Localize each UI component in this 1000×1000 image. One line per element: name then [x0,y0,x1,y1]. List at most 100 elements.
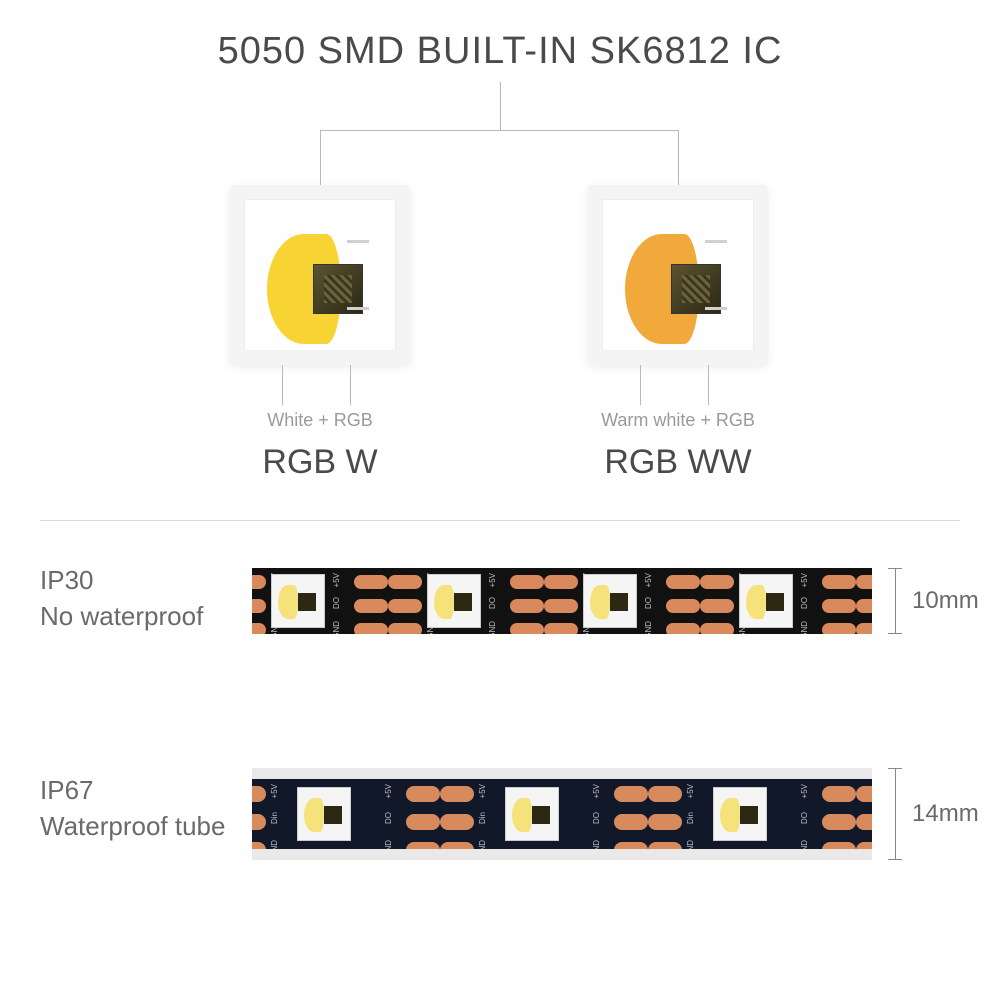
solder-pad [406,842,440,858]
pin-label: +5V [384,784,393,798]
pin-label: Din [686,812,695,824]
solder-pad [822,623,856,634]
solder-pad [252,842,266,858]
smd-led [583,574,637,628]
solder-pad [406,814,440,830]
solder-pad [440,786,474,802]
led-strip-ip67: +5V Din GND +5V DO GND +5V Din GND +5V DO GND +5V Din… [252,768,872,860]
strip-label-ip30: IP30 No waterproof [40,562,203,635]
solder-pad [700,623,734,634]
chip-trace [347,307,369,310]
solder-pad [856,623,872,634]
solder-pad [510,599,544,613]
solder-pad [700,599,734,613]
pin-label: GND [800,621,809,634]
pin-label: +5V [270,784,279,798]
pin-label: GND [800,840,809,858]
solder-pad [856,575,872,589]
solder-pad [856,786,872,802]
smd-led [739,574,793,628]
solder-pad [614,786,648,802]
solder-pad [822,814,856,830]
pin-label: GND [478,840,487,858]
pin-label: +5V [488,573,497,587]
pin-label: GND [592,840,601,858]
solder-pad [822,575,856,589]
chip-trace [705,307,727,310]
solder-pad [388,623,422,634]
solder-pad [648,842,682,858]
solder-pad [856,842,872,858]
solder-pad [440,814,474,830]
solder-pad [700,575,734,589]
pin-label: GND [644,621,653,634]
pin-label: Din [270,812,279,824]
solder-pad [822,599,856,613]
solder-pad [354,623,388,634]
solder-pad [252,599,266,613]
pin-label: DO [644,597,653,609]
solder-pad [648,786,682,802]
solder-pad [406,786,440,802]
pin-label: GND [384,840,393,858]
pin-label: +5V [592,784,601,798]
solder-pad [856,814,872,830]
pin-label: GND [488,621,497,634]
pin-label: +5V [800,784,809,798]
dimension-text: 14mm [912,800,979,828]
smd-led [297,787,351,841]
pin-label: DO [592,812,601,824]
solder-pad [614,842,648,858]
smd-led [427,574,481,628]
strip-label-line1: IP30 [40,562,203,598]
solder-pad [544,623,578,634]
solder-pad [388,599,422,613]
solder-pad [822,842,856,858]
solder-pad [440,842,474,858]
pin-label: +5V [644,573,653,587]
solder-pad [388,575,422,589]
solder-pad [510,623,544,634]
solder-pad [648,814,682,830]
solder-pad [614,814,648,830]
chip-body [602,199,754,351]
pin-label: Din [478,812,487,824]
chip-sublabel-rgbw: White + RGB [210,410,430,431]
pin-label: DO [384,812,393,824]
dimension-text: 10mm [912,587,979,615]
section-divider [40,520,960,521]
strip-label-line2: No waterproof [40,598,203,634]
chip-mainlabel-rgbw: RGB W [230,443,410,482]
pin-label: DO [488,597,497,609]
chip-rgbww [588,185,768,365]
solder-pad [544,599,578,613]
strip-label-line1: IP67 [40,772,225,808]
solder-pad [252,575,266,589]
pin-label: GND [270,840,279,858]
pin-label: +5V [686,784,695,798]
page-title: 5050 SMD BUILT-IN SK6812 IC [0,30,1000,73]
chip-body [244,199,396,351]
chip-mainlabel-rgbww: RGB WW [578,443,778,482]
smd-led [713,787,767,841]
chip-trace [705,240,727,243]
solder-pad [666,599,700,613]
pin-label: DO [332,597,341,609]
solder-pad [354,599,388,613]
chip-sublabel-rgbww: Warm white + RGB [558,410,798,431]
solder-pad [666,575,700,589]
pin-label: GND [332,621,341,634]
pin-label: +5V [478,784,487,798]
pin-label: +5V [332,573,341,587]
smd-led [271,574,325,628]
pin-label: DO [800,597,809,609]
solder-pad [354,575,388,589]
solder-pad [510,575,544,589]
solder-pad [666,623,700,634]
solder-pad [252,623,266,634]
strip-label-line2: Waterproof tube [40,808,225,844]
strip-label-ip67: IP67 Waterproof tube [40,772,225,845]
smd-led [505,787,559,841]
solder-pad [856,599,872,613]
solder-pad [544,575,578,589]
